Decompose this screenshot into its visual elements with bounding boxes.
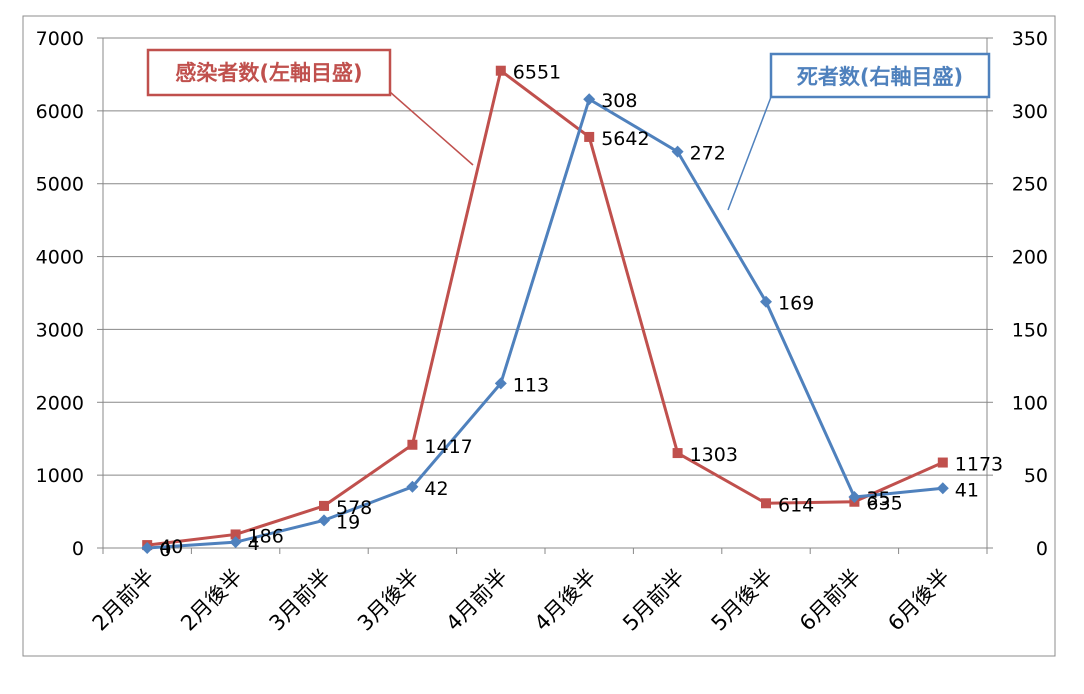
deaths-marker — [318, 514, 330, 527]
infections-marker — [407, 439, 418, 450]
data-labels: 40 186 578 1417 6551 5642 1303 614 635 1173 0 4 19 42… — [159, 62, 1003, 561]
right-tick-label: 150 — [1012, 319, 1048, 341]
infections-marker — [937, 457, 948, 468]
deaths-data-label: 19 — [336, 511, 360, 533]
left-tick-label: 7000 — [36, 28, 84, 50]
deaths-marker — [229, 536, 242, 549]
legend-right-box — [769, 52, 991, 99]
deaths-data-label: 35 — [866, 488, 890, 510]
left-tick-label: 1000 — [36, 465, 84, 487]
deaths-marker — [406, 480, 419, 493]
deaths-marker — [936, 482, 949, 495]
deaths-marker — [583, 93, 596, 106]
legend-left-label: 感染者数(左軸目盛) — [175, 61, 362, 85]
series-infections-line — [147, 68, 944, 547]
legend-left: 感染者数(左軸目盛) — [146, 48, 474, 166]
gridlines — [103, 37, 987, 476]
infections-data-label: 6551 — [513, 62, 561, 84]
left-tick-label: 3000 — [36, 319, 84, 341]
deaths-data-label: 308 — [601, 90, 637, 112]
infections-data-label: 635 — [866, 493, 902, 515]
deaths-marker — [494, 377, 507, 390]
legend-right-leader — [727, 96, 772, 211]
deaths-marker — [760, 295, 772, 308]
infections-data-label: 578 — [336, 497, 372, 519]
infections-data-label: 186 — [248, 525, 284, 547]
series-layer — [141, 65, 949, 554]
left-tick-label: 4000 — [36, 247, 84, 269]
infections-data-label: 40 — [159, 536, 183, 558]
right-tick-label: 100 — [1012, 392, 1048, 414]
legend-right-label: 死者数(右軸目盛) — [797, 65, 963, 89]
left-tick-label: 5000 — [36, 174, 84, 196]
deaths-data-label: 0 — [159, 539, 171, 561]
infections-data-label: 5642 — [601, 128, 649, 150]
infections-marker — [761, 498, 771, 509]
deaths-data-label: 42 — [424, 478, 448, 500]
deaths-data-label: 272 — [690, 143, 726, 165]
legend-left-leader — [389, 91, 474, 166]
infections-marker — [584, 131, 595, 142]
deaths-data-label: 169 — [778, 293, 814, 315]
right-tick-label: 50 — [1024, 465, 1048, 487]
left-tick-label: 2000 — [36, 392, 84, 414]
chart-border — [22, 15, 1056, 657]
deaths-marker — [141, 542, 154, 554]
series-deaths-line — [147, 96, 943, 550]
infections-data-label: 1417 — [424, 436, 472, 458]
legend-left-box — [146, 48, 392, 97]
deaths-marker — [671, 145, 684, 158]
infections-marker — [230, 529, 241, 540]
left-tick-label: 0 — [72, 538, 84, 560]
right-tick-label: 0 — [1036, 538, 1048, 560]
left-axis-ticks: 0 1000 2000 3000 4000 5000 6000 7000 — [36, 28, 103, 560]
left-tick-label: 6000 — [36, 101, 84, 123]
deaths-data-label: 41 — [955, 479, 979, 501]
infections-data-label: 1173 — [955, 454, 1003, 476]
infections-marker — [672, 448, 683, 459]
right-tick-label: 300 — [1012, 101, 1048, 123]
legend-right: 死者数(右軸目盛) — [727, 52, 991, 211]
deaths-marker — [848, 491, 861, 503]
deaths-data-label: 113 — [513, 374, 549, 396]
right-tick-label: 350 — [1012, 28, 1048, 50]
right-axis-ticks: 0 50 100 150 200 250 300 350 — [987, 28, 1048, 560]
series-deaths-markers — [141, 93, 949, 554]
right-tick-label: 250 — [1012, 174, 1048, 196]
right-tick-label: 200 — [1012, 247, 1048, 269]
infections-data-label: 614 — [778, 494, 814, 516]
deaths-data-label: 4 — [248, 533, 260, 555]
infections-data-label: 1303 — [690, 444, 738, 466]
infections-marker — [319, 500, 329, 511]
infections-marker — [495, 65, 506, 76]
